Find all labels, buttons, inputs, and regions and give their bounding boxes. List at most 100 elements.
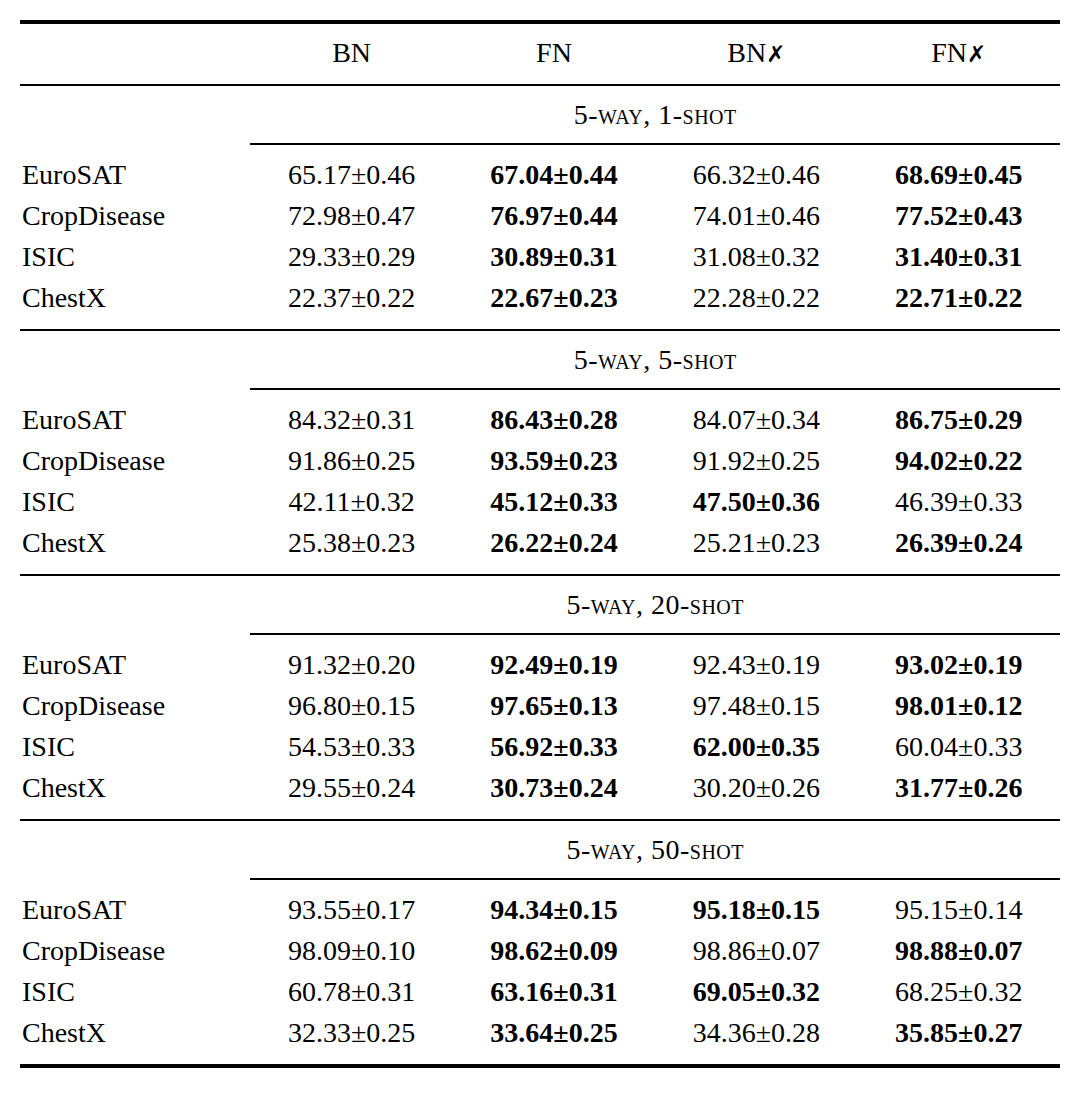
- result-cell: 91.92±0.25: [655, 440, 857, 481]
- result-cell: 98.09±0.10: [250, 930, 452, 971]
- result-cell: 60.78±0.31: [250, 971, 452, 1012]
- result-cell: 56.92±0.33: [453, 726, 655, 767]
- table-row: CropDisease 91.86±0.25 93.59±0.23 91.92±…: [20, 440, 1060, 481]
- dataset-label: ISIC: [20, 971, 250, 1012]
- table-row: CropDisease 96.80±0.15 97.65±0.13 97.48±…: [20, 685, 1060, 726]
- dataset-label: ChestX: [20, 767, 250, 820]
- result-cell: 68.25±0.32: [858, 971, 1060, 1012]
- result-cell: 92.43±0.19: [655, 634, 857, 685]
- table-row: EuroSAT 65.17±0.46 67.04±0.44 66.32±0.46…: [20, 144, 1060, 195]
- result-cell: 93.55±0.17: [250, 879, 452, 930]
- table-row: EuroSAT 84.32±0.31 86.43±0.28 84.07±0.34…: [20, 389, 1060, 440]
- section-title: 5-way, 50-shot: [250, 820, 1060, 879]
- result-cell: 74.01±0.46: [655, 195, 857, 236]
- result-cell: 76.97±0.44: [453, 195, 655, 236]
- section-5way-20shot: 5-way, 20-shot EuroSAT 91.32±0.20 92.49±…: [20, 575, 1060, 820]
- result-cell: 29.55±0.24: [250, 767, 452, 820]
- column-header-bn: BN: [250, 22, 452, 85]
- result-cell: 96.80±0.15: [250, 685, 452, 726]
- result-cell: 42.11±0.32: [250, 481, 452, 522]
- column-header-label: FN: [931, 37, 967, 68]
- result-cell: 63.16±0.31: [453, 971, 655, 1012]
- result-cell: 97.48±0.15: [655, 685, 857, 726]
- section-title-row: 5-way, 5-shot: [20, 330, 1060, 389]
- dataset-label: CropDisease: [20, 440, 250, 481]
- dataset-label: ChestX: [20, 522, 250, 575]
- table-row: ChestX 32.33±0.25 33.64±0.25 34.36±0.28 …: [20, 1012, 1060, 1066]
- result-cell: 22.67±0.23: [453, 277, 655, 330]
- column-header-label: BN: [332, 37, 371, 68]
- result-cell: 95.18±0.15: [655, 879, 857, 930]
- result-cell: 72.98±0.47: [250, 195, 452, 236]
- result-cell: 35.85±0.27: [858, 1012, 1060, 1066]
- result-cell: 32.33±0.25: [250, 1012, 452, 1066]
- result-cell: 94.34±0.15: [453, 879, 655, 930]
- result-cell: 25.21±0.23: [655, 522, 857, 575]
- dataset-label: ISIC: [20, 481, 250, 522]
- table-row: EuroSAT 93.55±0.17 94.34±0.15 95.18±0.15…: [20, 879, 1060, 930]
- result-cell: 60.04±0.33: [858, 726, 1060, 767]
- column-header-fn: FN: [453, 22, 655, 85]
- section-title: 5-way, 5-shot: [250, 330, 1060, 389]
- result-cell: 94.02±0.22: [858, 440, 1060, 481]
- dataset-label: EuroSAT: [20, 879, 250, 930]
- result-cell: 91.86±0.25: [250, 440, 452, 481]
- result-cell: 45.12±0.33: [453, 481, 655, 522]
- section-title-spacer: [20, 820, 250, 879]
- table-row: ISIC 60.78±0.31 63.16±0.31 69.05±0.32 68…: [20, 971, 1060, 1012]
- column-header-fnx: FN✗: [858, 22, 1060, 85]
- dataset-label: EuroSAT: [20, 389, 250, 440]
- result-cell: 84.07±0.34: [655, 389, 857, 440]
- result-cell: 84.32±0.31: [250, 389, 452, 440]
- section-title: 5-way, 1-shot: [250, 85, 1060, 144]
- dataset-label: ISIC: [20, 726, 250, 767]
- result-cell: 29.33±0.29: [250, 236, 452, 277]
- column-header-label: FN: [536, 37, 572, 68]
- result-cell: 22.28±0.22: [655, 277, 857, 330]
- result-cell: 86.43±0.28: [453, 389, 655, 440]
- table-row: EuroSAT 91.32±0.20 92.49±0.19 92.43±0.19…: [20, 634, 1060, 685]
- result-cell: 66.32±0.46: [655, 144, 857, 195]
- result-cell: 31.08±0.32: [655, 236, 857, 277]
- section-title-spacer: [20, 575, 250, 634]
- result-cell: 25.38±0.23: [250, 522, 452, 575]
- table-row: ChestX 29.55±0.24 30.73±0.24 30.20±0.26 …: [20, 767, 1060, 820]
- column-header-label: BN: [727, 37, 766, 68]
- result-cell: 65.17±0.46: [250, 144, 452, 195]
- result-cell: 91.32±0.20: [250, 634, 452, 685]
- result-cell: 77.52±0.43: [858, 195, 1060, 236]
- result-cell: 98.86±0.07: [655, 930, 857, 971]
- result-cell: 69.05±0.32: [655, 971, 857, 1012]
- header-row: BN FN BN✗ FN✗: [20, 22, 1060, 85]
- result-cell: 92.49±0.19: [453, 634, 655, 685]
- section-5way-1shot: 5-way, 1-shot EuroSAT 65.17±0.46 67.04±0…: [20, 85, 1060, 330]
- table-row: ChestX 25.38±0.23 26.22±0.24 25.21±0.23 …: [20, 522, 1060, 575]
- result-cell: 46.39±0.33: [858, 481, 1060, 522]
- section-title: 5-way, 20-shot: [250, 575, 1060, 634]
- dataset-label: EuroSAT: [20, 634, 250, 685]
- result-cell: 98.01±0.12: [858, 685, 1060, 726]
- section-title-row: 5-way, 1-shot: [20, 85, 1060, 144]
- cross-icon: ✗: [766, 41, 785, 67]
- result-cell: 31.40±0.31: [858, 236, 1060, 277]
- section-title-spacer: [20, 85, 250, 144]
- result-cell: 93.59±0.23: [453, 440, 655, 481]
- header-empty-cell: [20, 22, 250, 85]
- dataset-label: ChestX: [20, 277, 250, 330]
- section-title-row: 5-way, 20-shot: [20, 575, 1060, 634]
- table-row: ISIC 42.11±0.32 45.12±0.33 47.50±0.36 46…: [20, 481, 1060, 522]
- result-cell: 33.64±0.25: [453, 1012, 655, 1066]
- table-row: CropDisease 98.09±0.10 98.62±0.09 98.86±…: [20, 930, 1060, 971]
- table-row: ISIC 54.53±0.33 56.92±0.33 62.00±0.35 60…: [20, 726, 1060, 767]
- section-5way-50shot: 5-way, 50-shot EuroSAT 93.55±0.17 94.34±…: [20, 820, 1060, 1066]
- result-cell: 26.22±0.24: [453, 522, 655, 575]
- section-title-spacer: [20, 330, 250, 389]
- result-cell: 31.77±0.26: [858, 767, 1060, 820]
- table-row: ISIC 29.33±0.29 30.89±0.31 31.08±0.32 31…: [20, 236, 1060, 277]
- result-cell: 22.71±0.22: [858, 277, 1060, 330]
- dataset-label: CropDisease: [20, 195, 250, 236]
- result-cell: 22.37±0.22: [250, 277, 452, 330]
- table-row: ChestX 22.37±0.22 22.67±0.23 22.28±0.22 …: [20, 277, 1060, 330]
- table-header: BN FN BN✗ FN✗: [20, 22, 1060, 85]
- result-cell: 26.39±0.24: [858, 522, 1060, 575]
